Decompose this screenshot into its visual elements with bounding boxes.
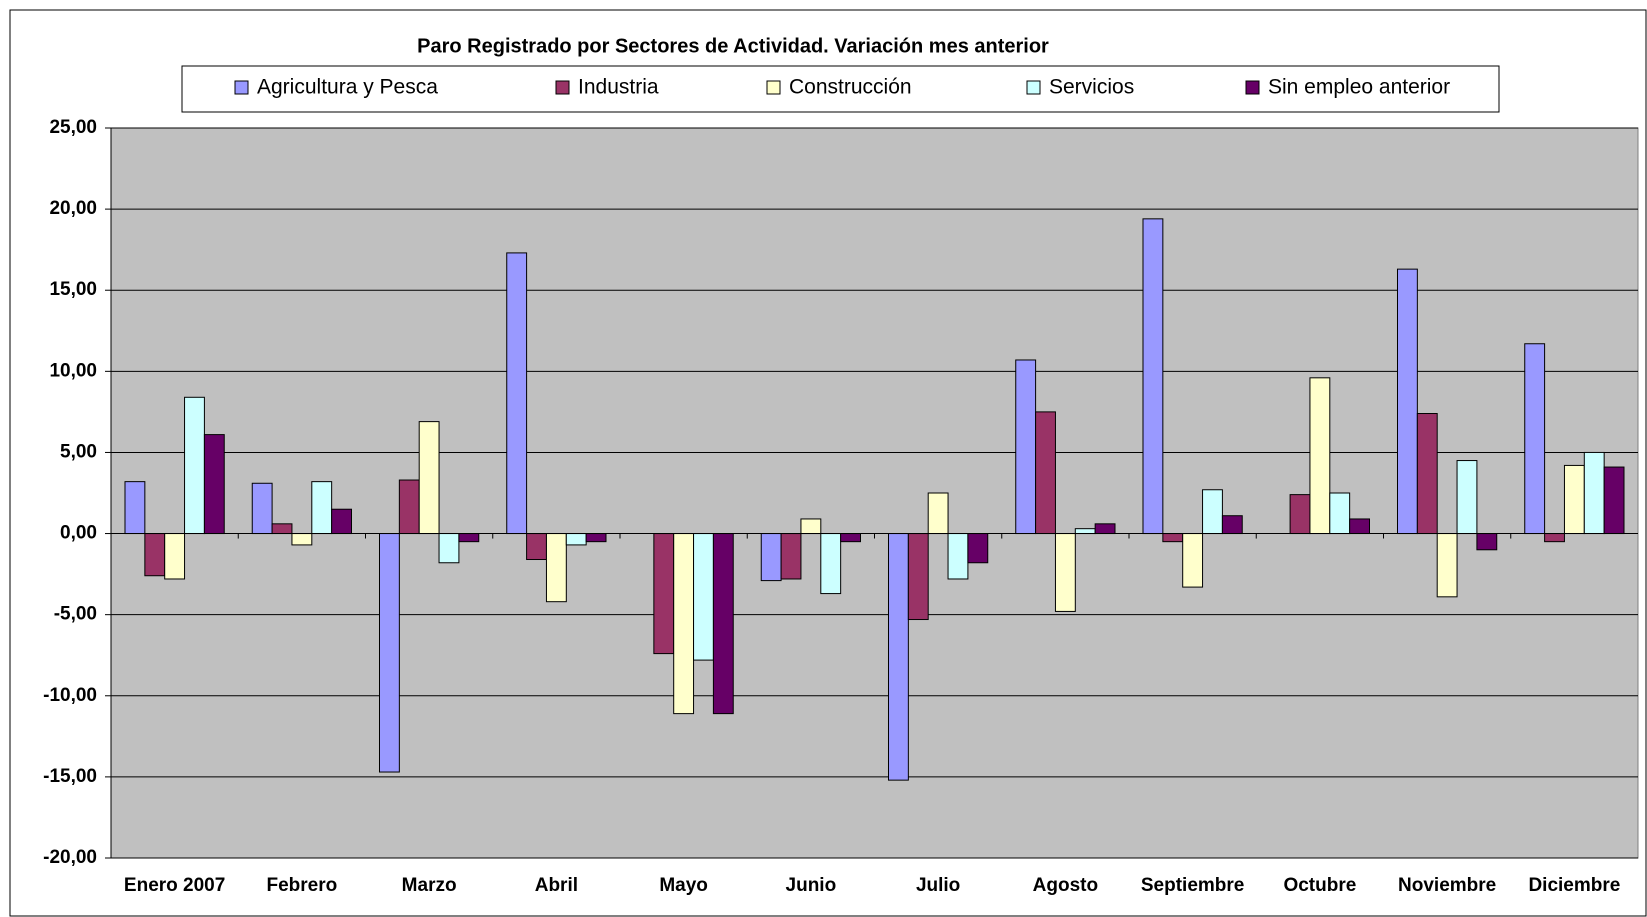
bar [1035, 411, 1056, 535]
x-tick-label: Noviembre [1398, 875, 1496, 896]
bar [1202, 489, 1223, 535]
bar [673, 533, 695, 715]
y-tick-label: -10,00 [43, 685, 97, 706]
x-tick-label: Enero 2007 [124, 875, 225, 896]
bar [1583, 451, 1605, 535]
bar [1456, 460, 1478, 535]
x-tick-label: Septiembre [1141, 875, 1244, 896]
bar [398, 479, 420, 535]
bar [545, 533, 567, 603]
bar [331, 508, 353, 535]
bar [164, 533, 186, 580]
y-tick-label: 15,00 [49, 279, 97, 300]
bar [712, 533, 734, 715]
legend-label: Agricultura y Pesca [257, 76, 438, 99]
bar [1329, 492, 1351, 535]
bar [907, 533, 929, 621]
legend-swatch [234, 80, 249, 95]
bar [967, 533, 989, 564]
bar [653, 533, 675, 655]
legend-label: Industria [578, 76, 659, 99]
bar [458, 533, 480, 543]
x-tick-label: Agosto [1033, 875, 1098, 896]
legend-label: Construcción [789, 76, 912, 99]
y-tick-label: 25,00 [49, 117, 97, 138]
bar [1142, 218, 1164, 535]
bar [565, 533, 587, 546]
legend-label: Servicios [1049, 76, 1134, 99]
legend-box [181, 65, 1500, 113]
chart-title: Paro Registrado por Sectores de Activida… [417, 35, 1049, 57]
plot-area [110, 127, 1639, 859]
bar [1476, 533, 1498, 551]
bar [291, 533, 313, 546]
bar [203, 434, 225, 535]
bar [1416, 413, 1438, 535]
y-tick-label: 5,00 [60, 441, 97, 462]
bar [1436, 533, 1458, 598]
bar [760, 533, 782, 582]
x-tick-label: Octubre [1283, 875, 1356, 896]
bar [1221, 515, 1243, 535]
y-tick-label: -5,00 [54, 604, 97, 625]
bar [585, 533, 607, 543]
legend-swatch [1245, 80, 1260, 95]
bar [1054, 533, 1076, 612]
bar [1182, 533, 1204, 588]
bar [1349, 518, 1371, 535]
bar [1524, 343, 1546, 535]
bar [693, 533, 714, 661]
bar [271, 523, 293, 535]
legend-swatch [766, 80, 781, 95]
bar [124, 481, 146, 535]
bar [184, 396, 205, 535]
bar [947, 533, 969, 580]
bar [927, 492, 949, 535]
bar [800, 518, 822, 535]
bar [1396, 268, 1418, 535]
y-tick-label: 0,00 [60, 523, 97, 544]
x-tick-label: Diciembre [1528, 875, 1620, 896]
x-tick-label: Febrero [267, 875, 338, 896]
y-tick-label: -20,00 [43, 847, 97, 868]
bar [438, 533, 460, 564]
x-tick-label: Abril [535, 875, 578, 896]
bar [251, 482, 273, 535]
legend-swatch [1026, 80, 1041, 95]
bar [1162, 533, 1184, 543]
x-tick-label: Marzo [402, 875, 457, 896]
x-tick-label: Junio [786, 875, 837, 896]
bar [378, 533, 400, 773]
bar [1603, 466, 1625, 535]
legend-label: Sin empleo anterior [1268, 76, 1450, 99]
y-tick-label: -15,00 [43, 766, 97, 787]
bar [1094, 523, 1116, 535]
bar [780, 533, 802, 580]
legend-swatch [555, 80, 570, 95]
bar [506, 252, 528, 535]
bar [1074, 528, 1096, 535]
y-tick-label: 20,00 [49, 198, 97, 219]
bar [1289, 494, 1311, 535]
bar [887, 533, 909, 781]
bar [526, 533, 547, 561]
bar [418, 421, 440, 535]
bar [1015, 359, 1037, 535]
x-tick-label: Mayo [659, 875, 708, 896]
bar [840, 533, 862, 543]
bar [1544, 533, 1565, 543]
bar [1309, 377, 1331, 535]
bar [820, 533, 842, 595]
bar [311, 481, 333, 535]
bar [1563, 464, 1585, 535]
x-tick-label: Julio [916, 875, 960, 896]
bar [144, 533, 166, 577]
y-tick-label: 10,00 [49, 360, 97, 381]
